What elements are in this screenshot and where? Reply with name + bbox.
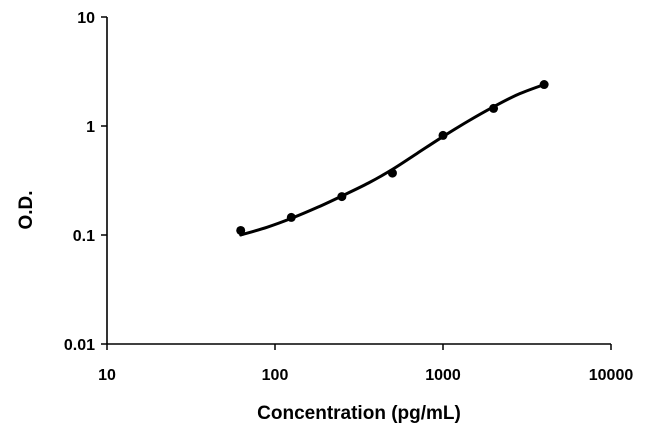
data-point bbox=[438, 130, 448, 140]
y-tick-label: 0.1 bbox=[73, 228, 95, 245]
x-tick-label: 10000 bbox=[589, 367, 634, 384]
data-point bbox=[489, 103, 499, 113]
y-tick-label: 1 bbox=[86, 119, 95, 136]
y-axis-ticks: 0.01 0.1 1 10 bbox=[64, 10, 107, 354]
data-point bbox=[539, 80, 549, 90]
plot-area: 10 100 1000 10000 0.01 0.1 1 10 bbox=[64, 10, 633, 384]
x-tick-label: 1000 bbox=[425, 367, 461, 384]
x-axis-ticks: 10 100 1000 10000 bbox=[98, 344, 633, 384]
data-point bbox=[387, 168, 397, 178]
y-tick-label: 0.01 bbox=[64, 337, 95, 354]
y-tick-label: 10 bbox=[77, 10, 95, 27]
y-axis-title: O.D. bbox=[16, 190, 37, 229]
x-tick-label: 10 bbox=[98, 367, 116, 384]
x-axis-title: Concentration (pg/mL) bbox=[257, 403, 461, 424]
data-point bbox=[337, 192, 347, 202]
x-tick-label: 100 bbox=[262, 367, 289, 384]
data-point bbox=[286, 212, 296, 222]
data-points bbox=[236, 80, 549, 235]
data-point bbox=[236, 225, 246, 235]
fit-curve-line bbox=[239, 83, 546, 237]
